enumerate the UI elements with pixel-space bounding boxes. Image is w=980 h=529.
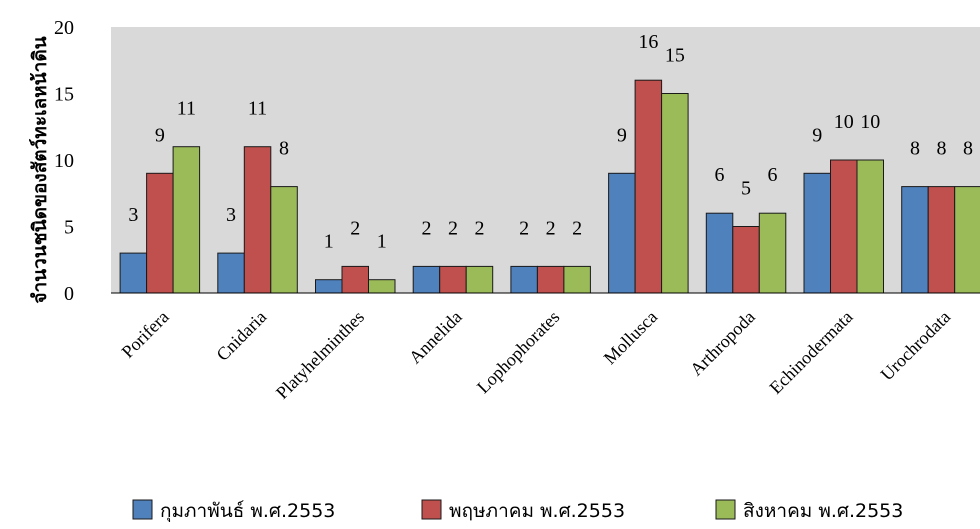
bar xyxy=(465,265,494,294)
data-label: 2 xyxy=(421,217,431,239)
data-label: 8 xyxy=(279,138,289,160)
data-label: 9 xyxy=(812,124,822,146)
bar xyxy=(146,172,174,294)
legend-label: สิงหาคม พ.ศ.2553 xyxy=(743,500,903,522)
bar-marks xyxy=(119,79,980,294)
bar xyxy=(901,186,929,294)
legend-swatch xyxy=(421,499,442,520)
category-label: Annelida xyxy=(405,307,466,368)
category-labels: Porifera Cnidaria Platyhelminthes Annelida L… xyxy=(118,307,955,403)
y-tick-label: 0 xyxy=(64,283,74,305)
bar xyxy=(758,212,787,294)
data-label: 3 xyxy=(128,204,138,226)
bar xyxy=(927,186,956,294)
bar xyxy=(439,265,467,294)
bar xyxy=(661,93,689,294)
data-label: 5 xyxy=(741,178,751,200)
data-label: 6 xyxy=(715,164,725,186)
data-label: 2 xyxy=(546,217,556,239)
data-label: 10 xyxy=(834,111,854,133)
data-label: 6 xyxy=(768,164,778,186)
bar xyxy=(341,265,369,294)
legend-swatch xyxy=(715,499,736,520)
data-label: 2 xyxy=(519,217,529,239)
bar xyxy=(830,159,858,294)
data-label: 8 xyxy=(936,138,946,160)
bar xyxy=(563,265,591,294)
y-tick-label: 10 xyxy=(54,150,74,172)
data-label: 15 xyxy=(665,45,685,67)
bar xyxy=(119,252,148,294)
category-label: Urochrodata xyxy=(877,307,955,385)
bar xyxy=(510,265,538,294)
y-axis-title: จำนวนชนิดของสัตว์ทะเลหน้าดิน xyxy=(29,36,51,303)
category-label: Mollusca xyxy=(600,307,662,369)
category-label: Platyhelminthes xyxy=(272,307,368,403)
y-tick-label: 20 xyxy=(54,17,74,39)
y-axis-ticks: 0 5 10 15 20 xyxy=(54,17,74,305)
data-label: 9 xyxy=(617,124,627,146)
y-tick-label: 15 xyxy=(54,84,74,106)
legend-label: พฤษภาคม พ.ศ.2553 xyxy=(449,500,625,522)
data-label: 11 xyxy=(248,98,267,120)
bar xyxy=(243,146,272,294)
legend-swatch xyxy=(132,499,153,520)
data-label: 2 xyxy=(572,217,582,239)
data-label: 9 xyxy=(155,124,165,146)
data-label: 2 xyxy=(448,217,458,239)
category-label: Arthropoda xyxy=(686,307,759,380)
bar xyxy=(732,226,760,294)
data-label: 2 xyxy=(350,217,360,239)
data-label: 8 xyxy=(963,138,973,160)
bar xyxy=(412,265,441,294)
bar xyxy=(368,279,396,294)
data-label: 10 xyxy=(860,111,880,133)
category-label: Cnidaria xyxy=(212,307,270,365)
data-label: 1 xyxy=(324,231,334,253)
category-label: Lophophorates xyxy=(473,307,563,397)
bar xyxy=(270,186,298,294)
bar xyxy=(315,279,343,294)
legend-label: กุมภาพันธ์ พ.ศ.2553 xyxy=(160,500,335,523)
bar xyxy=(217,252,245,294)
y-tick-label: 5 xyxy=(64,217,74,239)
bar xyxy=(803,172,831,294)
bar xyxy=(856,159,884,294)
bar xyxy=(634,79,663,294)
bar xyxy=(536,265,565,294)
data-label: 16 xyxy=(638,31,658,53)
data-label: 8 xyxy=(910,138,920,160)
data-label: 1 xyxy=(377,231,387,253)
category-label: Porifera xyxy=(118,307,173,362)
category-label: Echinodermata xyxy=(765,307,856,398)
bar xyxy=(608,172,636,294)
data-label: 2 xyxy=(474,217,484,239)
data-label: 3 xyxy=(226,204,236,226)
bar xyxy=(705,212,734,294)
bar xyxy=(954,186,980,294)
bar xyxy=(172,146,201,294)
chart-legend: กุมภาพันธ์ พ.ศ.2553 พฤษภาคม พ.ศ.2553 สิงหา… xyxy=(132,499,903,523)
data-label: 11 xyxy=(177,98,196,120)
